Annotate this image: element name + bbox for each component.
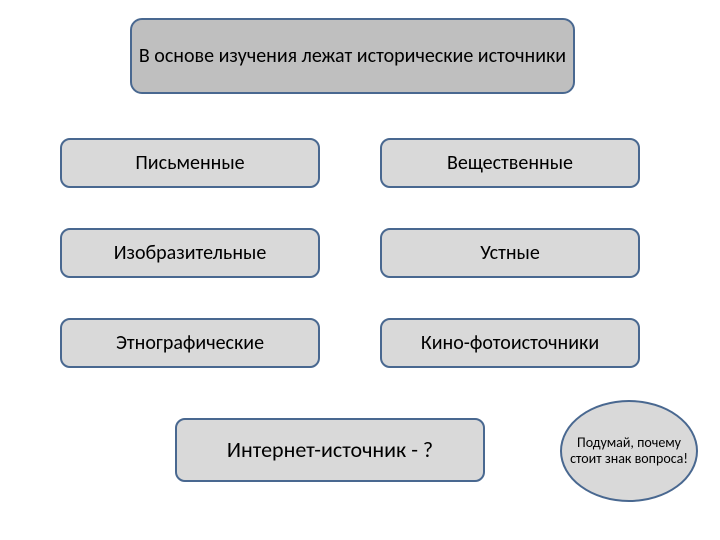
item-row3-right: Кино-фотоисточники <box>380 318 640 368</box>
header-box: В основе изучения лежат исторические ист… <box>130 18 575 94</box>
note-text: Подумай, почему стоит знак вопроса! <box>570 435 688 467</box>
item-label: Кино-фотоисточники <box>421 331 599 355</box>
item-row2-left: Изобразительные <box>60 228 320 278</box>
item-row3-left: Этнографические <box>60 318 320 368</box>
bottom-box: Интернет-источник - ? <box>175 418 485 482</box>
header-text: В основе изучения лежат исторические ист… <box>139 44 566 69</box>
item-label: Этнографические <box>116 331 264 355</box>
item-label: Устные <box>480 241 540 265</box>
item-row1-left: Письменные <box>60 138 320 188</box>
item-row2-right: Устные <box>380 228 640 278</box>
item-label: Письменные <box>135 151 244 175</box>
bottom-text: Интернет-источник - ? <box>227 437 433 463</box>
item-label: Вещественные <box>447 151 573 175</box>
item-row1-right: Вещественные <box>380 138 640 188</box>
item-label: Изобразительные <box>114 241 267 265</box>
note-ellipse: Подумай, почему стоит знак вопроса! <box>560 400 698 502</box>
